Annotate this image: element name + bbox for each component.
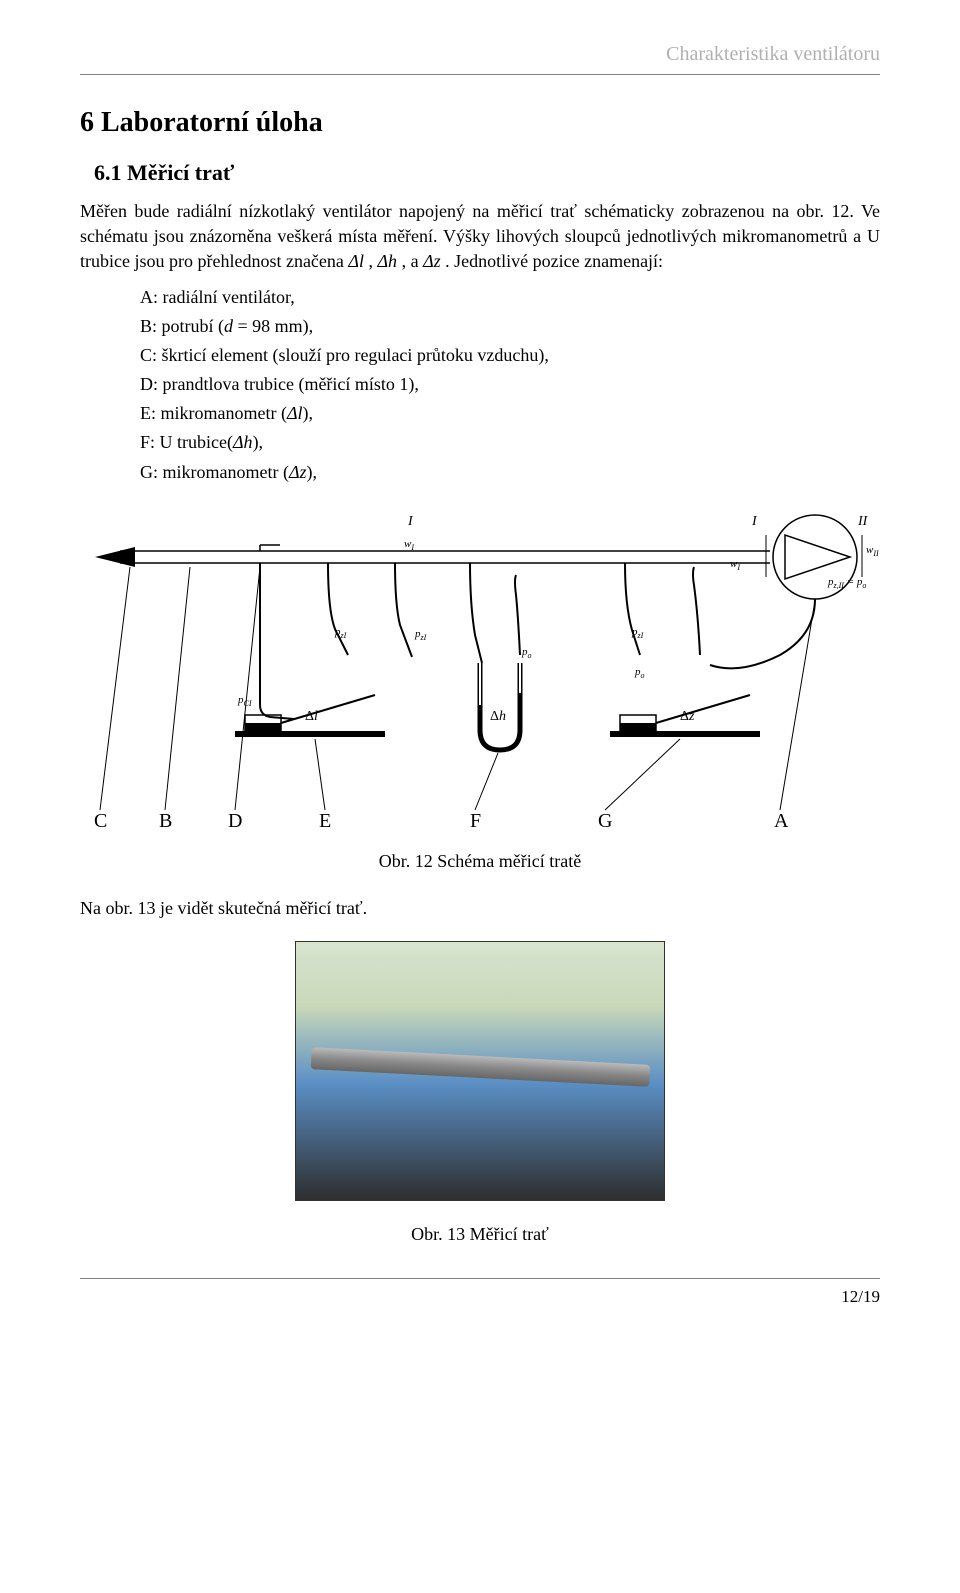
- def-G-sym: Δz: [289, 462, 307, 482]
- delta-l-symbol: Δl: [348, 251, 364, 271]
- subsection-heading-6-1: 6.1 Měřicí trať: [80, 158, 880, 189]
- pz1-label: pzI: [414, 628, 427, 642]
- def-A: A: radiální ventilátor,: [140, 285, 880, 310]
- paragraph-intro: Měřen bude radiální nízkotlaký ventiláto…: [80, 199, 880, 275]
- schematic-diagram: I I II wI wI wII pz,II = po pzI pzI po p…: [80, 505, 880, 835]
- def-E: E: mikromanometr (Δl),: [140, 401, 880, 426]
- para-mid2: , a: [402, 251, 424, 271]
- roman-1b: I: [751, 514, 758, 529]
- def-C: C: škrticí element (slouží pro regulaci …: [140, 343, 880, 368]
- label-A: A: [774, 810, 789, 832]
- label-F: F: [470, 810, 481, 832]
- def-E-sym: Δl: [287, 403, 303, 423]
- figure-12: I I II wI wI wII pz,II = po pzI pzI po p…: [80, 505, 880, 874]
- def-F: F: U trubice(Δh),: [140, 430, 880, 455]
- def-B-pre: B: potrubí (: [140, 316, 224, 336]
- def-B-post: = 98 mm),: [233, 316, 313, 336]
- def-F-post: ),: [253, 432, 264, 452]
- paragraph-between: Na obr. 13 je vidět skutečná měřicí trať…: [80, 896, 880, 921]
- def-E-post: ),: [303, 403, 314, 423]
- delta-l-label: Δl: [305, 709, 318, 724]
- section-heading-6: 6 Laboratorní úloha: [80, 103, 880, 142]
- figure-12-caption: Obr. 12 Schéma měřicí tratě: [80, 849, 880, 874]
- def-D: D: prandtlova trubice (měřicí místo 1),: [140, 372, 880, 397]
- po1-label: po: [521, 646, 532, 660]
- def-F-pre: F: U trubice(: [140, 432, 233, 452]
- def-G: G: mikromanometr (Δz),: [140, 460, 880, 485]
- figure-13-caption: Obr. 13 Měřicí trať: [80, 1222, 880, 1247]
- para-tail: . Jednotlivé pozice znamenají:: [445, 251, 663, 271]
- page-header-label: Charakteristika ventilátoru: [80, 40, 880, 68]
- w1-label: wI: [404, 538, 414, 552]
- roman-1a: I: [407, 514, 414, 529]
- label-G: G: [598, 810, 612, 832]
- delta-h-symbol: Δh: [377, 251, 397, 271]
- label-B: B: [159, 810, 172, 832]
- w2-label: wII: [866, 544, 879, 558]
- definition-list: A: radiální ventilátor, B: potrubí (d = …: [80, 285, 880, 485]
- pz2-eq-po: pz,II = po: [827, 576, 866, 590]
- def-B: B: potrubí (d = 98 mm),: [140, 314, 880, 339]
- def-F-sym: Δh: [233, 432, 253, 452]
- label-E: E: [319, 810, 331, 832]
- delta-z-symbol: Δz: [423, 251, 441, 271]
- pCt-label: pCI: [237, 694, 252, 708]
- page-number: 12/19: [80, 1285, 880, 1309]
- label-D: D: [228, 810, 242, 832]
- label-C: C: [94, 810, 107, 832]
- pzt-label: pzI: [334, 626, 347, 640]
- pz2-label: pzI: [631, 626, 644, 640]
- delta-h-label: Δh: [490, 709, 506, 724]
- def-B-d: d: [224, 316, 233, 336]
- photo-measuring-track: [295, 941, 665, 1201]
- top-divider: [80, 74, 880, 75]
- def-G-pre: G: mikromanometr (: [140, 462, 289, 482]
- w1b-label: wI: [730, 558, 740, 572]
- bottom-divider: [80, 1278, 880, 1279]
- def-G-post: ),: [307, 462, 318, 482]
- delta-z-label: Δz: [680, 709, 695, 724]
- def-E-pre: E: mikromanometr (: [140, 403, 287, 423]
- figure-13: Obr. 13 Měřicí trať: [80, 941, 880, 1247]
- roman-2: II: [857, 514, 869, 529]
- po2-label: po: [634, 666, 645, 680]
